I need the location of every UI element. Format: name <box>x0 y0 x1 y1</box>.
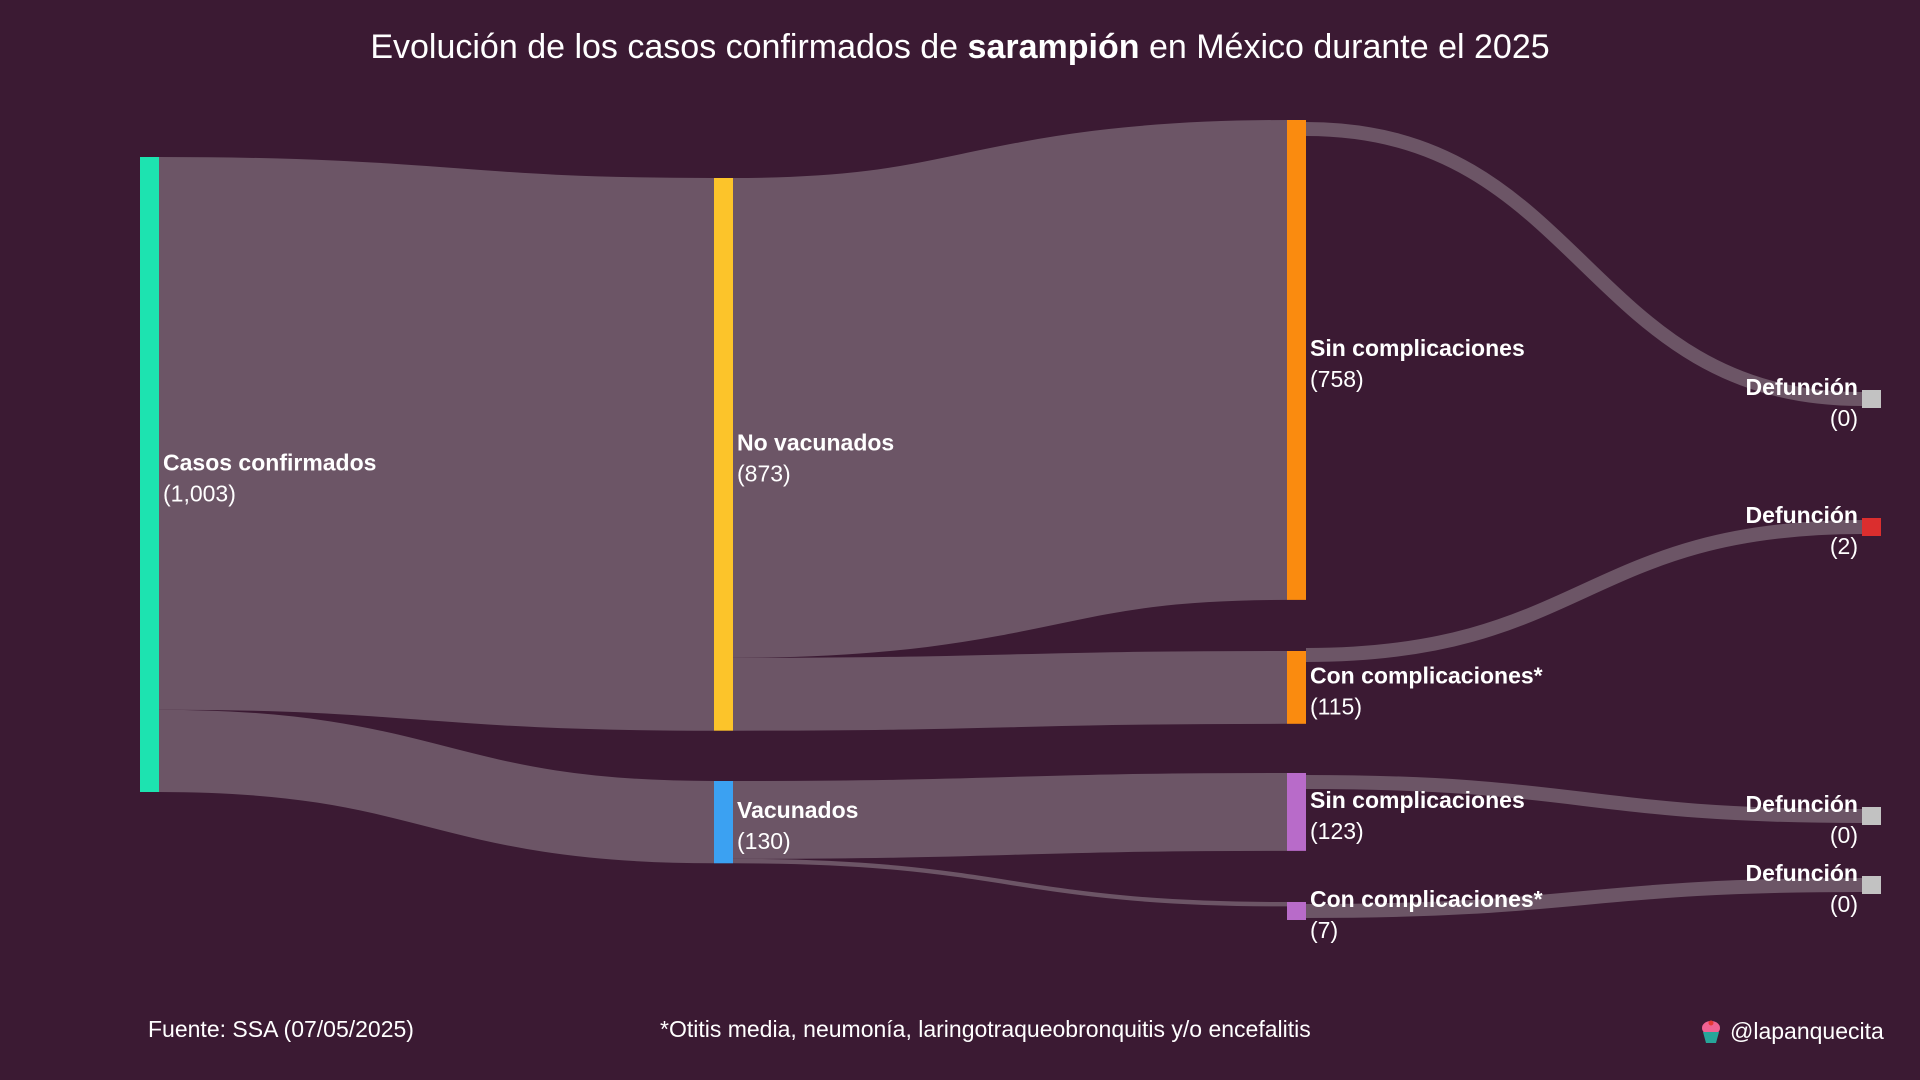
sankey-label-value: (123) <box>1310 818 1364 844</box>
sankey-label-value: (2) <box>1830 533 1858 559</box>
sankey-label-name: Casos confirmados <box>163 450 376 476</box>
chart-title: Evolución de los casos confirmados de sa… <box>0 28 1920 67</box>
sankey-link-vac-v_sin <box>732 773 1288 859</box>
sankey-label-name: Sin complicaciones <box>1310 787 1525 813</box>
sankey-nodes <box>140 120 1881 920</box>
sankey-node-vac <box>714 781 733 864</box>
sankey-label-value: (758) <box>1310 366 1364 392</box>
sankey-node-casos <box>140 157 159 792</box>
sankey-label-name: No vacunados <box>737 429 894 455</box>
credit: @lapanquecita <box>1700 1018 1884 1045</box>
sankey-link-vac-v_con <box>732 858 1288 907</box>
sankey-label-def1: Defunción (0) <box>1746 374 1858 431</box>
footnote: *Otitis media, neumonía, laringotraqueob… <box>660 1016 1311 1042</box>
sankey-label-name: Sin complicaciones <box>1310 335 1525 361</box>
sankey-node-def1 <box>1862 390 1881 408</box>
sankey-link-novac-nv_con <box>732 650 1288 731</box>
sankey-node-def4 <box>1862 876 1881 894</box>
sankey-label-value: (130) <box>737 828 791 854</box>
source-note: Fuente: SSA (07/05/2025) <box>148 1016 414 1042</box>
sankey-label-value: (0) <box>1830 405 1858 431</box>
sankey-label-casos: Casos confirmados (1,003) <box>163 450 376 507</box>
sankey-label-nv_con: Con complicaciones* (115) <box>1310 662 1543 719</box>
sankey-label-def3: Defunción (0) <box>1746 791 1858 848</box>
sankey-label-name: Defunción <box>1746 374 1858 400</box>
sankey-links <box>158 120 1863 918</box>
sankey-label-v_sin: Sin complicaciones (123) <box>1310 787 1525 844</box>
sankey-link-nv_con-def2 <box>1305 520 1863 662</box>
title-bold: sarampión <box>967 28 1140 66</box>
sankey-label-novac: No vacunados (873) <box>737 429 894 486</box>
sankey-link-casos-vac <box>158 709 715 864</box>
sankey-label-nv_sin: Sin complicaciones (758) <box>1310 335 1525 392</box>
sankey-label-value: (7) <box>1310 917 1338 943</box>
sankey-label-name: Con complicaciones* <box>1310 662 1543 688</box>
sankey-label-value: (0) <box>1830 822 1858 848</box>
title-after: en México durante el 2025 <box>1139 28 1550 66</box>
cupcake-icon <box>1702 1020 1720 1043</box>
sankey-node-nv_con <box>1287 651 1306 724</box>
sankey-label-name: Defunción <box>1746 860 1858 886</box>
sankey-link-v_con-def4 <box>1305 878 1863 918</box>
sankey-label-value: (0) <box>1830 891 1858 917</box>
sankey-node-def2 <box>1862 518 1881 536</box>
sankey-node-novac <box>714 178 733 731</box>
sankey-link-v_sin-def3 <box>1305 775 1863 823</box>
sankey-label-v_con: Con complicaciones* (7) <box>1310 886 1543 943</box>
sankey-label-name: Vacunados <box>737 797 858 823</box>
sankey-node-nv_sin <box>1287 120 1306 600</box>
sankey-link-novac-nv_sin <box>731 120 1289 658</box>
sankey-label-name: Defunción <box>1746 502 1858 528</box>
sankey-node-def3 <box>1862 807 1881 825</box>
sankey-link-casos-novac <box>158 156 715 731</box>
sankey-link-nv_sin-def1 <box>1305 122 1863 406</box>
sankey-label-value: (873) <box>737 460 791 486</box>
sankey-label-value: (115) <box>1310 693 1362 719</box>
sankey-label-def2: Defunción (2) <box>1746 502 1858 559</box>
sankey-label-name: Defunción <box>1746 791 1858 817</box>
sankey-labels: Casos confirmados (1,003) No vacunados (873… <box>163 335 1858 943</box>
sankey-label-vac: Vacunados (130) <box>737 797 858 854</box>
title-before: Evolución de los casos confirmados de <box>370 28 968 66</box>
sankey-label-def4: Defunción (0) <box>1746 860 1858 917</box>
sankey-node-v_sin <box>1287 773 1306 851</box>
credit-handle: @lapanquecita <box>1730 1018 1884 1044</box>
sankey-node-v_con <box>1287 902 1306 920</box>
sankey-label-name: Con complicaciones* <box>1310 886 1543 912</box>
sankey-label-value: (1,003) <box>163 481 236 507</box>
